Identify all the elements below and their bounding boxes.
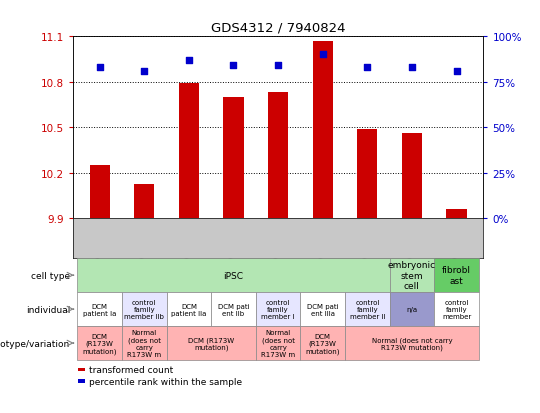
Text: Normal
(does not
carry
R173W m: Normal (does not carry R173W m [261,330,295,357]
Text: iPSC: iPSC [224,271,244,280]
Bar [78,380,85,383]
Point [274,63,282,69]
Point [185,57,193,64]
Bar [77,259,390,292]
Text: percentile rank within the sample: percentile rank within the sample [89,377,242,386]
Bar [268,93,288,219]
Text: Normal
(does not
carry
R173W m: Normal (does not carry R173W m [127,330,161,357]
Point [452,69,461,75]
Bar [211,292,256,326]
Text: DCM (R173W
mutation): DCM (R173W mutation) [188,336,234,350]
Bar [434,259,479,292]
Point [319,52,327,59]
Text: individual: individual [26,305,70,314]
Bar [390,292,434,326]
Text: Normal (does not carry
R173W mutation): Normal (does not carry R173W mutation) [372,336,452,350]
Text: control
family
member IIb: control family member IIb [124,299,164,319]
Text: genotype/variation: genotype/variation [0,339,70,348]
Text: transformed count: transformed count [89,365,173,374]
Text: DCM pati
ent IIb: DCM pati ent IIb [218,303,249,316]
Text: DCM
patient Ia: DCM patient Ia [83,303,116,316]
Bar [134,184,154,219]
Bar [179,84,199,219]
Text: n/a: n/a [407,306,417,312]
Bar [345,326,479,360]
Point [363,65,372,71]
Bar [434,292,479,326]
Point [140,69,149,75]
Bar [78,368,85,371]
Bar [77,292,122,326]
Bar [256,326,300,360]
Text: DCM
(R173W
mutation): DCM (R173W mutation) [306,333,340,354]
Point [96,65,104,71]
Text: control
family
member I: control family member I [261,299,295,319]
Bar [166,292,211,326]
Text: DCM
(R173W
mutation): DCM (R173W mutation) [83,333,117,354]
Bar [402,134,422,219]
Text: control
family
member: control family member [442,299,471,319]
Text: control
family
member II: control family member II [349,299,385,319]
Text: cell type: cell type [31,271,70,280]
Bar [122,326,166,360]
Bar [77,326,122,360]
Bar [90,166,110,219]
Point [408,65,416,71]
Text: DCM pati
ent IIIa: DCM pati ent IIIa [307,303,339,316]
Title: GDS4312 / 7940824: GDS4312 / 7940824 [211,21,346,35]
Bar [447,210,467,219]
Bar [345,292,390,326]
Text: fibrobl
ast: fibrobl ast [442,266,471,285]
Bar [300,326,345,360]
Bar [166,326,256,360]
Bar [313,42,333,219]
Bar [300,292,345,326]
Bar [224,98,244,219]
Bar [390,259,434,292]
Point [229,63,238,69]
Bar [256,292,300,326]
Bar [357,130,377,219]
Text: embryonic
stem
cell: embryonic stem cell [388,261,436,290]
Bar [122,292,166,326]
Text: DCM
patient IIa: DCM patient IIa [171,303,207,316]
